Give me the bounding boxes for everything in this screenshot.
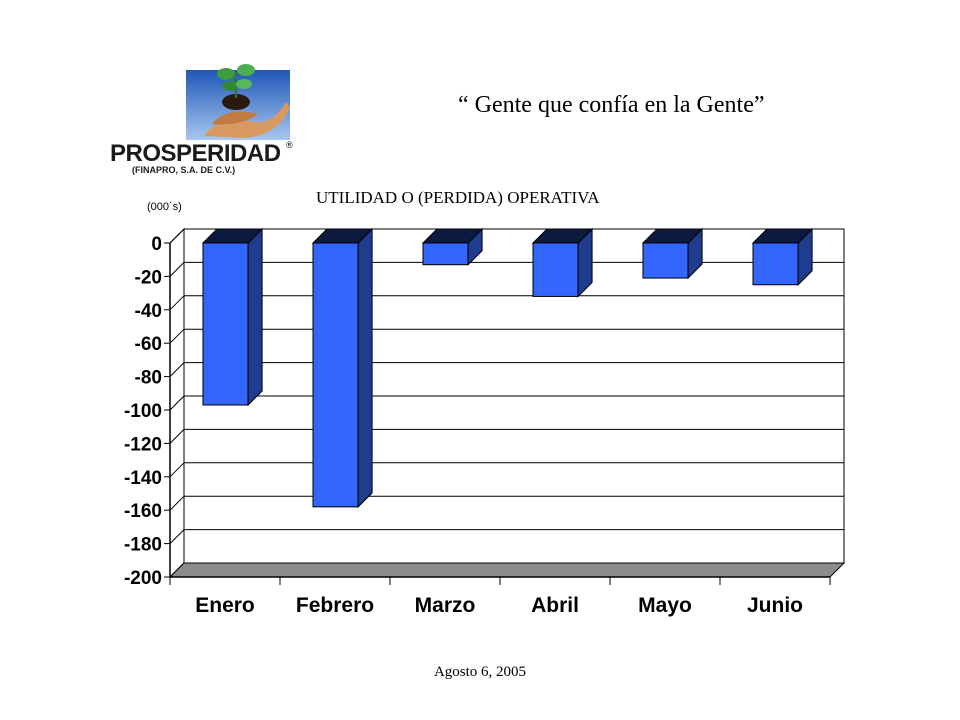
bar-enero [202, 242, 249, 406]
x-category-label: Marzo [415, 594, 476, 617]
gridline-side [169, 529, 185, 544]
y-tick-label: -120 [124, 434, 162, 455]
y-tick-label: -80 [135, 368, 162, 389]
x-category-label: Enero [195, 594, 255, 617]
gridline-side [169, 295, 185, 311]
bar-side-enero [247, 227, 263, 407]
chart-title: UTILIDAD O (PERDIDA) OPERATIVA [316, 188, 600, 207]
unit-label: (000´s) [147, 201, 182, 213]
x-category-label: Febrero [296, 594, 374, 617]
bar-top-abril [531, 228, 594, 244]
y-tick-label: 0 [151, 234, 162, 255]
bar-marzo [422, 242, 469, 266]
bar-abril [532, 242, 579, 297]
gridline-side [169, 228, 185, 244]
y-tick-label: -60 [135, 334, 162, 355]
logo-subtitle: (FINAPRO, S.A. DE C.V.) [132, 165, 236, 175]
footer-date: Agosto 6, 2005 [433, 664, 527, 680]
bar-top-mayo [641, 228, 704, 244]
y-tick-label: -40 [135, 301, 162, 322]
gridline-side [169, 395, 185, 411]
bar-side-febrero [357, 227, 373, 509]
gridline-side [169, 328, 185, 344]
bar-mayo [642, 242, 689, 279]
bar-top-enero [201, 228, 264, 244]
y-tick-label: -200 [124, 568, 162, 589]
slogan: “ Gente que confía en la Gente” [458, 92, 765, 118]
y-tick-label: -100 [124, 401, 162, 422]
y-tick-label: -20 [135, 267, 162, 288]
gridline-side [169, 462, 185, 478]
x-category-label: Mayo [638, 594, 692, 617]
logo-registered-mark: ® [286, 140, 293, 150]
bar-febrero [312, 242, 359, 508]
company-logo: PROSPERIDAD ® (FINAPRO, S.A. DE C.V.) [110, 52, 310, 182]
bar-top-junio [751, 228, 814, 244]
gridline-side [169, 495, 185, 511]
y-tick-label: -180 [124, 535, 162, 556]
logo-name: PROSPERIDAD [110, 140, 281, 167]
bar-top-febrero [311, 228, 374, 244]
plot-floor [168, 562, 846, 578]
gridline-side [169, 429, 185, 444]
y-tick-label: -160 [124, 501, 162, 522]
hands-plant-logo-icon [186, 64, 290, 140]
y-tick-label: -140 [124, 468, 162, 489]
bar-junio [752, 242, 799, 286]
x-category-label: Junio [747, 594, 803, 617]
gridline-side [169, 362, 185, 377]
gridline-side [169, 262, 185, 277]
bar-top-marzo [421, 228, 484, 244]
x-category-label: Abril [531, 594, 579, 617]
